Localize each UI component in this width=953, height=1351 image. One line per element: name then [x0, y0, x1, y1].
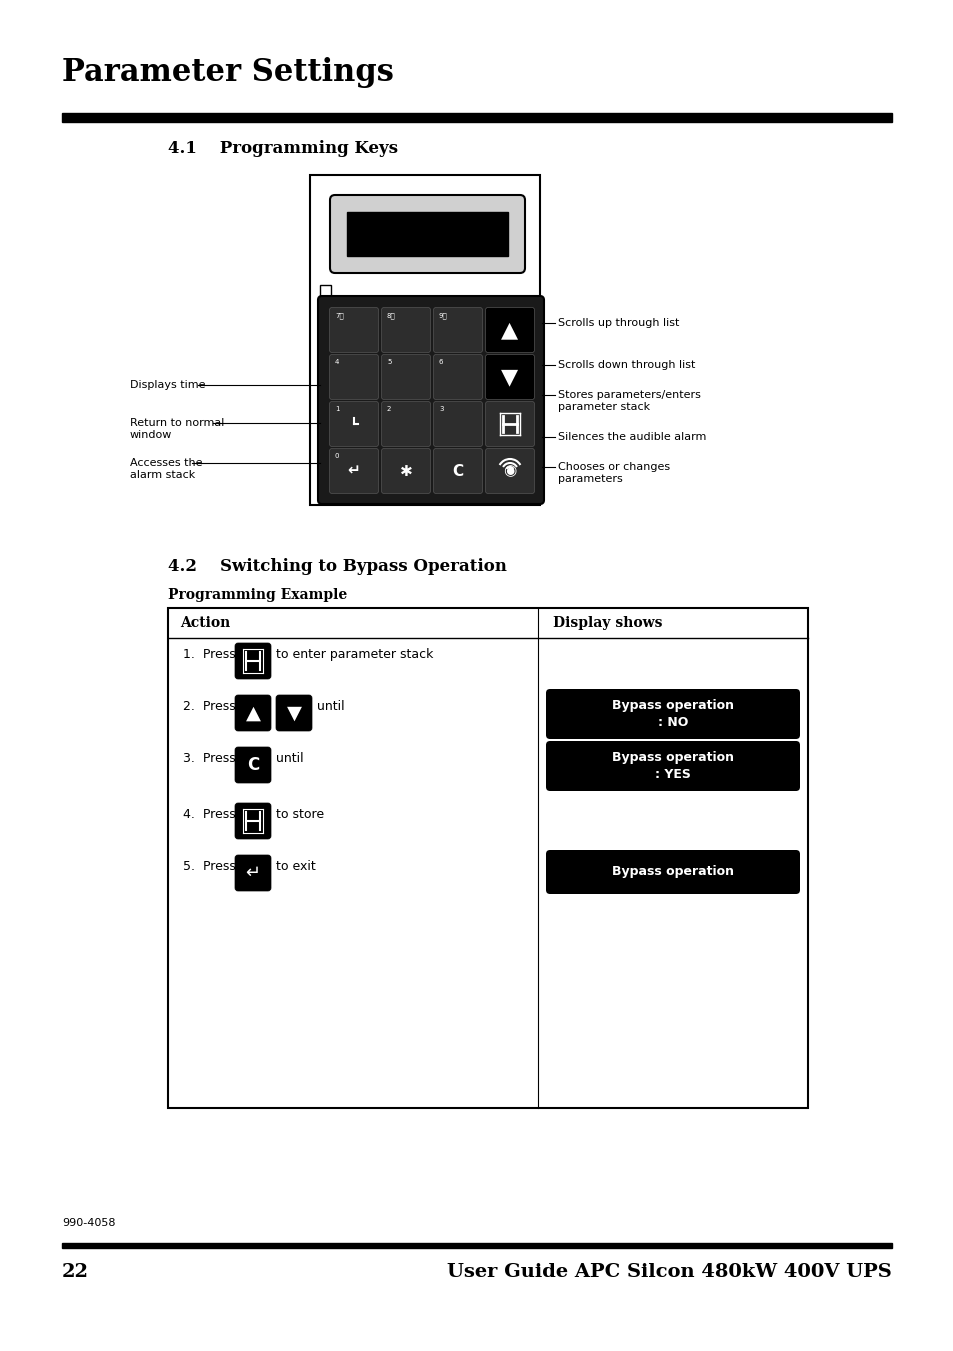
- Text: to enter parameter stack: to enter parameter stack: [275, 648, 433, 661]
- Text: 1.  Press: 1. Press: [183, 648, 235, 661]
- FancyBboxPatch shape: [545, 689, 800, 739]
- Text: ▲: ▲: [245, 704, 260, 723]
- Text: C: C: [452, 463, 463, 478]
- Text: 2: 2: [387, 407, 391, 412]
- FancyBboxPatch shape: [485, 354, 534, 400]
- FancyBboxPatch shape: [234, 747, 271, 784]
- FancyBboxPatch shape: [381, 449, 430, 493]
- FancyBboxPatch shape: [433, 401, 482, 446]
- FancyBboxPatch shape: [329, 354, 378, 400]
- Text: ▼: ▼: [501, 367, 518, 386]
- Text: Scrolls down through list: Scrolls down through list: [558, 359, 695, 370]
- Bar: [347, 212, 507, 255]
- Text: Scrolls up through list: Scrolls up through list: [558, 317, 679, 328]
- FancyBboxPatch shape: [433, 354, 482, 400]
- Text: 2.  Press: 2. Press: [183, 700, 235, 713]
- Bar: [310, 176, 539, 505]
- Bar: [62, 113, 891, 122]
- FancyBboxPatch shape: [234, 802, 271, 839]
- Text: ↵: ↵: [245, 865, 260, 882]
- FancyBboxPatch shape: [485, 449, 534, 493]
- FancyBboxPatch shape: [545, 850, 800, 894]
- Text: Parameter Settings: Parameter Settings: [62, 57, 394, 88]
- Text: Stores parameters/enters
parameter stack: Stores parameters/enters parameter stack: [558, 390, 700, 412]
- FancyBboxPatch shape: [234, 694, 271, 731]
- Text: Chooses or changes
parameters: Chooses or changes parameters: [558, 462, 669, 484]
- FancyBboxPatch shape: [234, 643, 271, 680]
- Text: 3: 3: [438, 407, 443, 412]
- Text: 990-4058: 990-4058: [62, 1219, 115, 1228]
- Text: Accesses the
alarm stack: Accesses the alarm stack: [130, 458, 202, 480]
- Text: ✱: ✱: [399, 463, 412, 478]
- Text: to store: to store: [275, 808, 324, 821]
- FancyBboxPatch shape: [317, 296, 543, 504]
- Text: Displays time: Displays time: [130, 380, 205, 390]
- Text: Programming Example: Programming Example: [168, 588, 347, 603]
- Text: or: or: [275, 700, 289, 713]
- FancyBboxPatch shape: [381, 401, 430, 446]
- FancyBboxPatch shape: [329, 401, 378, 446]
- FancyBboxPatch shape: [485, 308, 534, 353]
- Text: 8ᵜ: 8ᵜ: [387, 312, 395, 319]
- FancyBboxPatch shape: [545, 740, 800, 790]
- Text: to exit: to exit: [275, 861, 315, 873]
- Text: until: until: [316, 700, 344, 713]
- Text: Bypass operation
: YES: Bypass operation : YES: [612, 751, 733, 781]
- Text: ▲: ▲: [501, 320, 518, 340]
- FancyBboxPatch shape: [485, 401, 534, 446]
- Text: Bypass operation: Bypass operation: [612, 866, 733, 878]
- Text: 5: 5: [387, 359, 391, 365]
- Text: Bypass operation
: NO: Bypass operation : NO: [612, 698, 733, 730]
- Text: Silences the audible alarm: Silences the audible alarm: [558, 432, 705, 442]
- Bar: [319, 285, 331, 296]
- Bar: [168, 608, 807, 1108]
- Text: 3.  Press: 3. Press: [183, 753, 235, 765]
- Text: 4.1    Programming Keys: 4.1 Programming Keys: [168, 141, 397, 157]
- Text: User Guide APC Silcon 480kW 400V UPS: User Guide APC Silcon 480kW 400V UPS: [447, 1263, 891, 1281]
- Text: 6: 6: [438, 359, 443, 365]
- Text: 0: 0: [335, 453, 339, 459]
- FancyBboxPatch shape: [381, 308, 430, 353]
- Text: Return to normal
window: Return to normal window: [130, 417, 224, 439]
- FancyBboxPatch shape: [433, 308, 482, 353]
- FancyBboxPatch shape: [329, 449, 378, 493]
- Text: ▼: ▼: [286, 704, 301, 723]
- FancyBboxPatch shape: [330, 195, 524, 273]
- Text: 4.  Press: 4. Press: [183, 808, 235, 821]
- FancyBboxPatch shape: [433, 449, 482, 493]
- Text: ↵: ↵: [347, 463, 360, 478]
- Text: 4: 4: [335, 359, 339, 365]
- FancyBboxPatch shape: [275, 694, 312, 731]
- FancyBboxPatch shape: [329, 308, 378, 353]
- Text: 4.2    Switching to Bypass Operation: 4.2 Switching to Bypass Operation: [168, 558, 506, 576]
- Text: until: until: [275, 753, 303, 765]
- Text: 22: 22: [62, 1263, 89, 1281]
- Text: Display shows: Display shows: [553, 616, 661, 630]
- Bar: [62, 1243, 891, 1248]
- Text: 9ᵜ: 9ᵜ: [438, 312, 447, 319]
- FancyBboxPatch shape: [234, 855, 271, 892]
- Text: Action: Action: [180, 616, 230, 630]
- FancyBboxPatch shape: [381, 354, 430, 400]
- Text: 1: 1: [335, 407, 339, 412]
- Text: ◉: ◉: [503, 463, 517, 478]
- Text: 7ᵜ: 7ᵜ: [335, 312, 343, 319]
- Text: C: C: [247, 757, 259, 774]
- Text: 5.  Press: 5. Press: [183, 861, 235, 873]
